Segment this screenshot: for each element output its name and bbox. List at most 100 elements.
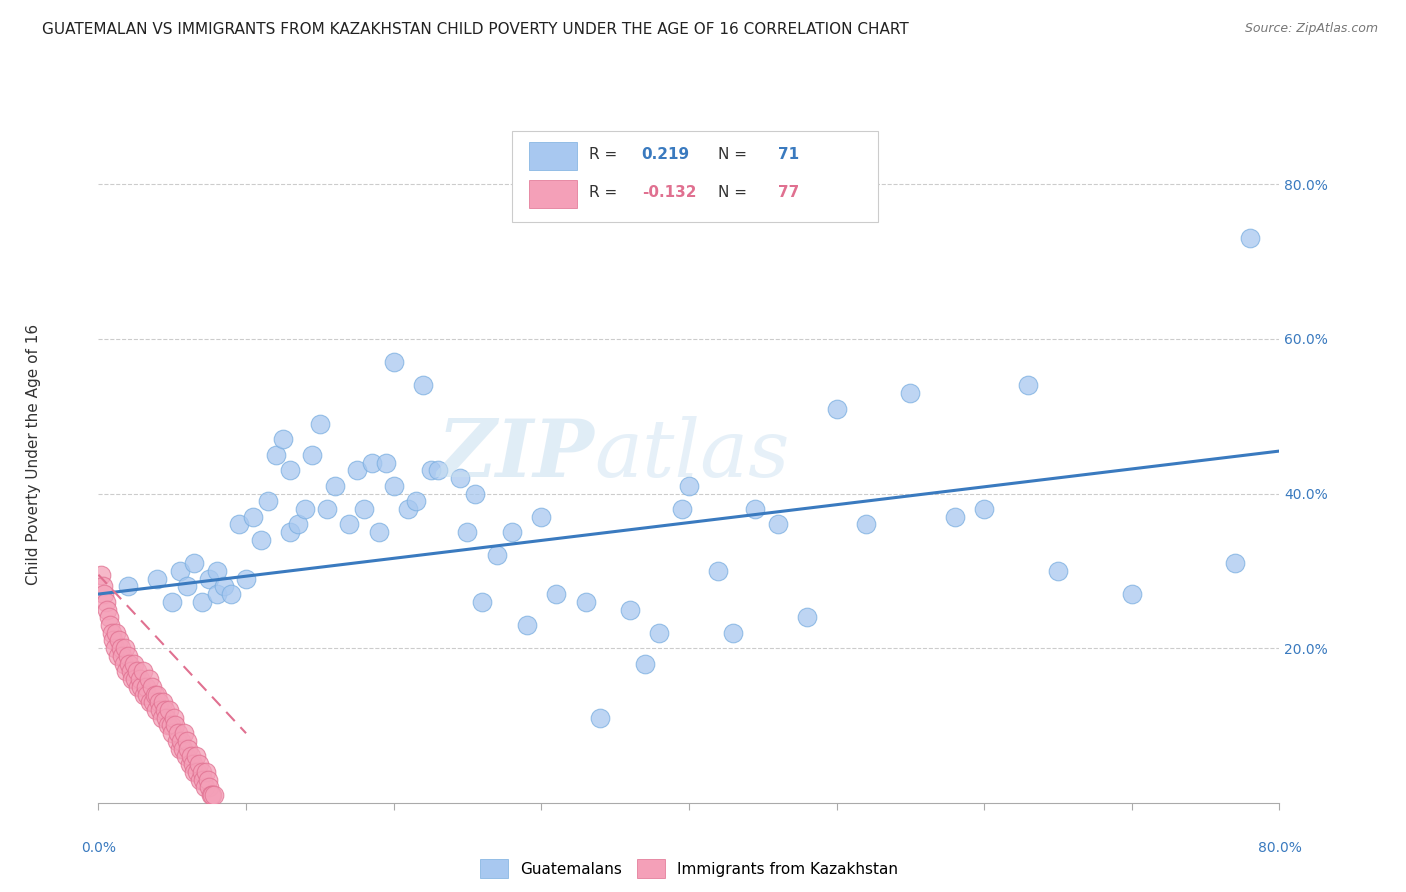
Point bbox=[108, 633, 131, 648]
Legend: Guatemalans, Immigrants from Kazakhstan: Guatemalans, Immigrants from Kazakhstan bbox=[472, 852, 905, 886]
Point bbox=[205, 587, 228, 601]
Point bbox=[186, 764, 208, 779]
Point bbox=[118, 657, 141, 671]
Point bbox=[112, 657, 135, 671]
Point bbox=[353, 502, 375, 516]
Point bbox=[589, 711, 612, 725]
Text: R =: R = bbox=[589, 147, 621, 161]
Text: Source: ZipAtlas.com: Source: ZipAtlas.com bbox=[1244, 22, 1378, 36]
FancyBboxPatch shape bbox=[512, 131, 877, 222]
Point bbox=[150, 711, 173, 725]
Point bbox=[456, 525, 478, 540]
Text: atlas: atlas bbox=[595, 417, 790, 493]
Point bbox=[165, 718, 187, 732]
Point bbox=[197, 772, 219, 787]
Point bbox=[375, 456, 398, 470]
Point bbox=[678, 479, 700, 493]
Point bbox=[91, 579, 114, 593]
Point bbox=[619, 602, 641, 616]
Point bbox=[152, 695, 174, 709]
Point bbox=[212, 579, 235, 593]
Point bbox=[142, 695, 165, 709]
Point bbox=[187, 757, 209, 772]
Point bbox=[198, 572, 221, 586]
Point bbox=[120, 665, 142, 679]
Point bbox=[278, 463, 302, 477]
Point bbox=[723, 625, 745, 640]
Point bbox=[100, 625, 122, 640]
Point bbox=[546, 587, 568, 601]
Point bbox=[419, 463, 441, 477]
Point bbox=[183, 556, 205, 570]
Text: -0.132: -0.132 bbox=[641, 186, 696, 200]
Point bbox=[121, 672, 143, 686]
Point bbox=[943, 509, 966, 524]
Point bbox=[172, 741, 194, 756]
Point bbox=[360, 456, 382, 470]
Text: 0.219: 0.219 bbox=[641, 147, 690, 161]
Point bbox=[169, 741, 191, 756]
Point bbox=[301, 448, 323, 462]
Point bbox=[339, 517, 360, 532]
Point bbox=[309, 417, 332, 431]
Point bbox=[486, 549, 509, 563]
Point bbox=[382, 355, 405, 369]
Point bbox=[163, 711, 186, 725]
Point bbox=[405, 494, 427, 508]
Point bbox=[278, 525, 302, 540]
Point bbox=[1121, 587, 1143, 601]
Point bbox=[177, 741, 200, 756]
Point bbox=[103, 633, 125, 648]
Point bbox=[574, 595, 596, 609]
Point bbox=[193, 772, 215, 787]
Point bbox=[170, 734, 193, 748]
Point bbox=[219, 587, 242, 601]
Point bbox=[471, 595, 494, 609]
Point bbox=[287, 517, 309, 532]
Point bbox=[1017, 378, 1039, 392]
Point bbox=[195, 764, 218, 779]
Point bbox=[105, 625, 128, 640]
Point bbox=[449, 471, 471, 485]
Point bbox=[117, 648, 139, 663]
Point bbox=[98, 618, 121, 632]
Point bbox=[104, 641, 127, 656]
Point bbox=[135, 680, 157, 694]
Point bbox=[181, 757, 204, 772]
Point bbox=[111, 648, 134, 663]
Point bbox=[167, 726, 190, 740]
Point bbox=[973, 502, 995, 516]
Point bbox=[205, 564, 228, 578]
Text: N =: N = bbox=[718, 186, 752, 200]
Point bbox=[122, 657, 145, 671]
Point bbox=[796, 610, 818, 624]
Point bbox=[173, 726, 195, 740]
Point bbox=[271, 433, 294, 447]
Text: 0.0%: 0.0% bbox=[82, 841, 115, 855]
Point bbox=[316, 502, 339, 516]
Point bbox=[744, 502, 766, 516]
Point bbox=[825, 401, 848, 416]
Point bbox=[132, 665, 155, 679]
Point bbox=[1046, 564, 1069, 578]
Point bbox=[242, 509, 264, 524]
Point bbox=[141, 680, 163, 694]
Point bbox=[515, 618, 537, 632]
Point bbox=[110, 641, 132, 656]
Point bbox=[136, 688, 159, 702]
Point bbox=[159, 718, 181, 732]
Point bbox=[143, 688, 166, 702]
Point bbox=[114, 641, 136, 656]
Text: 77: 77 bbox=[778, 186, 799, 200]
Point bbox=[427, 463, 450, 477]
Point bbox=[201, 788, 224, 802]
Point bbox=[93, 587, 115, 601]
Text: 71: 71 bbox=[778, 147, 799, 161]
Point bbox=[146, 688, 169, 702]
Point bbox=[323, 479, 346, 493]
Point bbox=[900, 386, 922, 401]
Point bbox=[235, 572, 257, 586]
FancyBboxPatch shape bbox=[530, 180, 576, 208]
Point bbox=[707, 564, 730, 578]
Text: N =: N = bbox=[718, 147, 752, 161]
